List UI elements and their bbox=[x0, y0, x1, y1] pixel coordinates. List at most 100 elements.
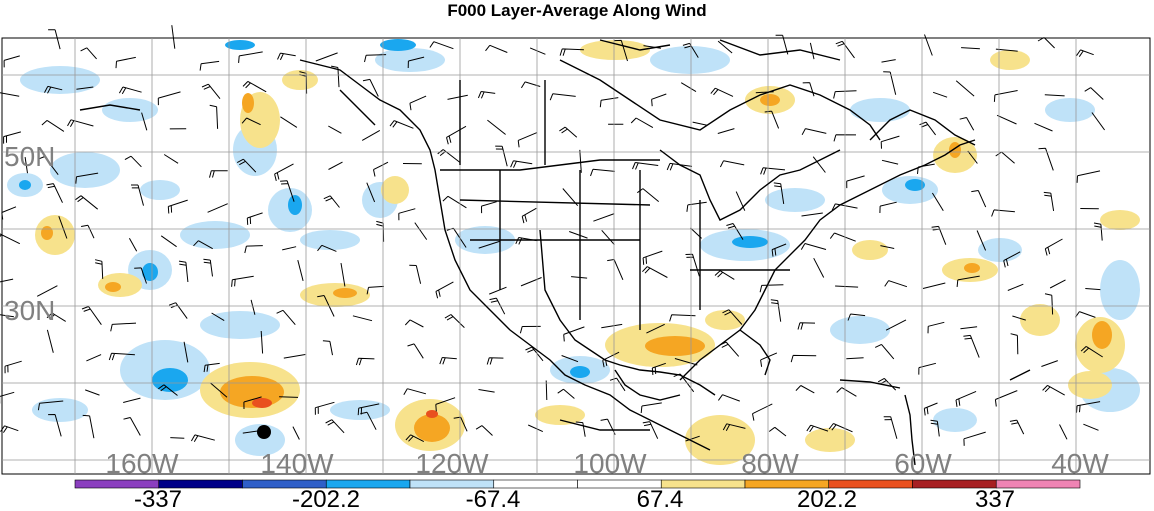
wind-barb bbox=[1076, 170, 1101, 183]
wind-barb bbox=[927, 321, 945, 334]
wind-barb bbox=[959, 117, 975, 131]
wind-barb bbox=[280, 180, 295, 202]
wind-barb bbox=[831, 203, 858, 211]
wind-barb bbox=[366, 285, 384, 295]
wind-barb bbox=[352, 315, 373, 322]
wind-barb bbox=[797, 322, 816, 330]
wind-barb bbox=[366, 182, 376, 203]
wind-barb bbox=[439, 357, 457, 365]
wind-barb bbox=[828, 423, 853, 433]
wind-barb bbox=[801, 128, 827, 136]
wind-barb bbox=[444, 314, 465, 328]
wind-barb bbox=[314, 401, 335, 415]
wind-barb bbox=[0, 278, 14, 283]
wind-barb bbox=[559, 48, 584, 56]
wind-barb bbox=[759, 284, 784, 293]
wind-barb bbox=[199, 60, 220, 71]
wind-barb bbox=[545, 380, 548, 401]
wind-barb bbox=[1049, 279, 1066, 289]
wind-barb bbox=[157, 91, 181, 106]
wind-barb bbox=[609, 377, 626, 392]
wind-barb bbox=[1085, 288, 1101, 291]
wind-barb bbox=[46, 312, 66, 322]
wind-barb bbox=[250, 299, 256, 315]
wind-barb bbox=[442, 195, 467, 209]
wind-barb bbox=[190, 434, 215, 443]
wind-barb bbox=[453, 416, 468, 432]
wind-barb bbox=[519, 325, 541, 334]
wind-barb bbox=[881, 159, 899, 165]
wind-barb bbox=[4, 360, 22, 374]
wind-barbs bbox=[0, 25, 1106, 446]
wind-barb bbox=[575, 421, 586, 437]
wind-barb bbox=[717, 128, 735, 134]
wind-barb bbox=[75, 195, 99, 210]
wind-barb bbox=[277, 52, 296, 61]
wind-barb bbox=[231, 275, 254, 287]
wind-barb bbox=[81, 306, 102, 325]
wind-barb bbox=[722, 309, 743, 325]
wind-barb bbox=[520, 81, 541, 89]
wind-barb bbox=[178, 260, 189, 283]
wind-barb bbox=[630, 117, 654, 129]
wind-barb bbox=[795, 385, 815, 394]
wind-barb bbox=[879, 201, 897, 214]
wind-barb bbox=[85, 389, 100, 396]
wind-barb bbox=[46, 329, 54, 353]
wind-barb bbox=[883, 71, 897, 95]
wind-barb bbox=[1044, 293, 1054, 315]
wind-barb bbox=[41, 119, 65, 132]
wind-barb bbox=[317, 244, 337, 252]
wind-barb bbox=[37, 156, 59, 176]
wind-barb bbox=[1059, 424, 1068, 440]
wind-barb bbox=[1083, 423, 1099, 431]
wind-barb bbox=[0, 425, 19, 433]
wind-barb bbox=[24, 157, 28, 174]
wind-barb bbox=[835, 40, 855, 59]
wind-barb bbox=[955, 390, 977, 407]
wind-barb bbox=[477, 91, 496, 99]
wind-barb bbox=[642, 250, 663, 265]
wind-barb bbox=[279, 396, 299, 398]
wind-barb bbox=[241, 117, 261, 126]
lon-label-100w: 100W bbox=[573, 448, 647, 479]
wind-barb bbox=[409, 264, 422, 284]
wind-barb bbox=[961, 47, 980, 50]
wind-barb bbox=[435, 397, 456, 412]
coastlines bbox=[79, 39, 1031, 466]
wind-barb bbox=[170, 437, 185, 439]
wind-barb bbox=[123, 397, 141, 403]
wind-barb bbox=[768, 426, 787, 437]
wind-barb bbox=[246, 212, 263, 225]
wind-barb bbox=[923, 402, 938, 416]
wind-barb bbox=[525, 346, 544, 362]
wind-barb bbox=[836, 387, 857, 397]
wind-barb bbox=[955, 80, 975, 97]
lon-label-60w: 60W bbox=[894, 448, 952, 479]
location-marker bbox=[257, 425, 271, 439]
wind-barb bbox=[82, 414, 95, 439]
wind-barb bbox=[297, 259, 304, 282]
wind-barb bbox=[160, 235, 177, 248]
wind-barb bbox=[108, 352, 135, 361]
wind-barb bbox=[874, 343, 895, 360]
wind-barb bbox=[883, 416, 898, 439]
wind-barb bbox=[361, 129, 381, 141]
wind-barb bbox=[242, 80, 267, 93]
wind-barb bbox=[632, 162, 659, 170]
colorbar-label: -67.4 bbox=[466, 486, 521, 511]
wind-barb bbox=[599, 97, 619, 108]
wind-barb bbox=[276, 309, 296, 326]
wind-barb bbox=[193, 240, 213, 250]
wind-barb bbox=[800, 243, 827, 250]
wind-barb bbox=[118, 86, 142, 95]
wind-barb bbox=[1093, 222, 1103, 241]
wind-barb bbox=[315, 52, 338, 62]
wind-barb bbox=[579, 149, 582, 173]
lon-label-80w: 80W bbox=[741, 448, 799, 479]
wind-barb bbox=[373, 161, 389, 177]
wind-barb bbox=[760, 167, 786, 175]
wind-barb bbox=[880, 135, 900, 149]
wind-barb bbox=[110, 322, 137, 332]
wind-barb bbox=[601, 323, 623, 329]
